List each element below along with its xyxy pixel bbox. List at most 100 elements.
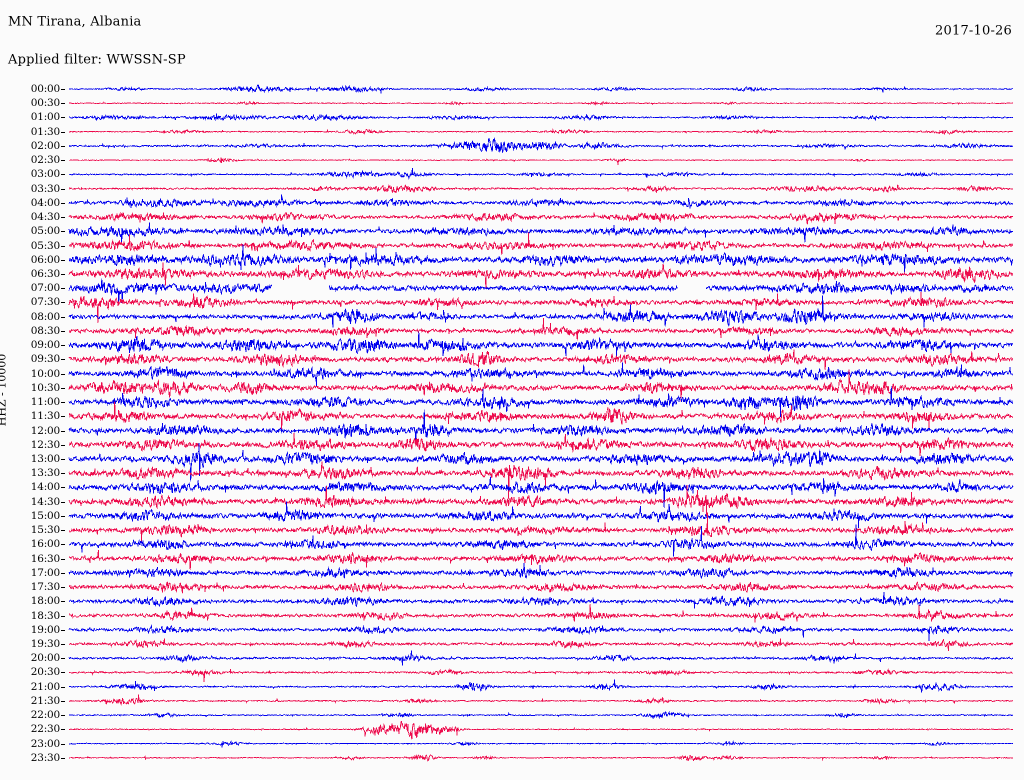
trace-03-30	[68, 183, 1014, 194]
time-label-00-30: 00:30	[30, 97, 60, 110]
time-label-18-30: 18:30	[30, 609, 60, 622]
time-label-13-00: 13:00	[30, 452, 60, 465]
axis-tick	[61, 729, 65, 730]
time-label-03-30: 03:30	[30, 182, 60, 195]
time-label-06-30: 06:30	[30, 267, 60, 280]
time-label-17-30: 17:30	[30, 581, 60, 594]
time-label-13-30: 13:30	[30, 467, 60, 480]
axis-tick	[61, 601, 65, 602]
trace-15-00	[68, 501, 1014, 528]
trace-09-30	[68, 349, 1014, 370]
page-title: MN Tirana, Albania	[8, 14, 142, 30]
time-label-12-30: 12:30	[30, 438, 60, 451]
trace-03-00	[68, 167, 1014, 180]
time-label-14-00: 14:00	[30, 481, 60, 494]
time-label-07-30: 07:30	[30, 296, 60, 309]
axis-tick	[61, 260, 65, 261]
time-label-15-00: 15:00	[30, 509, 60, 522]
date-label: 2017-10-26	[935, 23, 1012, 39]
trace-17-00	[68, 562, 1014, 580]
trace-04-30	[68, 211, 1014, 225]
trace-08-30	[68, 317, 1014, 341]
trace-11-30	[68, 401, 1014, 431]
time-label-12-00: 12:00	[30, 424, 60, 437]
time-label-01-30: 01:30	[30, 125, 60, 138]
time-label-21-00: 21:00	[30, 680, 60, 693]
axis-tick	[61, 473, 65, 474]
time-label-19-30: 19:30	[30, 637, 60, 650]
trace-22-30	[68, 720, 1014, 740]
trace-23-30	[68, 754, 1014, 762]
trace-01-00	[68, 113, 1013, 122]
time-label-16-30: 16:30	[30, 552, 60, 565]
axis-tick	[61, 487, 65, 488]
trace-01-30	[68, 128, 1014, 135]
trace-09-00	[68, 331, 1014, 357]
trace-19-00	[68, 624, 1014, 642]
axis-tick	[61, 630, 65, 631]
trace-23-00	[68, 740, 1014, 748]
axis-tick	[61, 402, 65, 403]
trace-14-30	[68, 484, 1014, 517]
axis-tick	[61, 374, 65, 375]
trace-06-30	[68, 262, 1014, 289]
trace-05-30	[68, 232, 1014, 255]
axis-tick	[61, 317, 65, 318]
time-label-20-00: 20:00	[30, 652, 60, 665]
trace-21-30	[68, 694, 1014, 706]
axis-tick	[61, 715, 65, 716]
axis-tick	[61, 658, 65, 659]
axis-tick	[61, 160, 65, 161]
time-label-23-30: 23:30	[30, 751, 60, 764]
axis-tick	[61, 331, 65, 332]
axis-tick	[61, 217, 65, 218]
time-label-04-00: 04:00	[30, 196, 60, 209]
axis-tick	[61, 516, 65, 517]
time-label-09-30: 09:30	[30, 353, 60, 366]
time-label-21-30: 21:30	[30, 694, 60, 707]
trace-08-00	[68, 294, 1014, 328]
time-label-11-00: 11:00	[30, 396, 60, 409]
axis-tick	[61, 744, 65, 745]
trace-13-00	[68, 443, 1014, 482]
time-label-17-00: 17:00	[30, 566, 60, 579]
time-label-20-30: 20:30	[30, 666, 60, 679]
time-label-23-00: 23:00	[30, 737, 60, 750]
time-label-00-00: 00:00	[30, 83, 60, 95]
time-label-08-30: 08:30	[30, 324, 60, 337]
time-label-08-00: 08:00	[30, 310, 60, 323]
time-label-15-30: 15:30	[30, 524, 60, 537]
axis-tick	[61, 687, 65, 688]
axis-tick	[61, 587, 65, 588]
axis-tick	[61, 302, 65, 303]
axis-tick	[61, 530, 65, 531]
trace-13-30	[68, 461, 1014, 500]
trace-18-00	[68, 592, 1014, 609]
axis-tick	[61, 758, 65, 759]
axis-tick	[61, 103, 65, 104]
axis-tick	[61, 459, 65, 460]
time-label-03-00: 03:00	[30, 168, 60, 181]
trace-11-00	[68, 386, 1014, 417]
axis-tick	[61, 701, 65, 702]
axis-tick	[61, 544, 65, 545]
trace-12-00	[68, 409, 1014, 443]
trace-07-30	[68, 292, 1014, 324]
time-label-04-30: 04:30	[30, 211, 60, 224]
time-label-11-30: 11:30	[30, 410, 60, 423]
time-label-02-00: 02:00	[30, 139, 60, 152]
axis-tick	[61, 416, 65, 417]
axis-tick	[61, 445, 65, 446]
trace-21-00	[68, 679, 1014, 693]
trace-12-30	[68, 432, 1014, 456]
trace-10-00	[68, 362, 1014, 386]
time-label-10-00: 10:00	[30, 367, 60, 380]
time-label-22-30: 22:30	[30, 723, 60, 736]
axis-tick	[61, 644, 65, 645]
trace-22-00	[68, 710, 1014, 720]
time-label-09-00: 09:00	[30, 339, 60, 352]
trace-20-30	[68, 668, 1013, 682]
trace-04-00	[68, 194, 1014, 209]
time-label-14-30: 14:30	[30, 495, 60, 508]
trace-10-30	[68, 369, 1014, 402]
